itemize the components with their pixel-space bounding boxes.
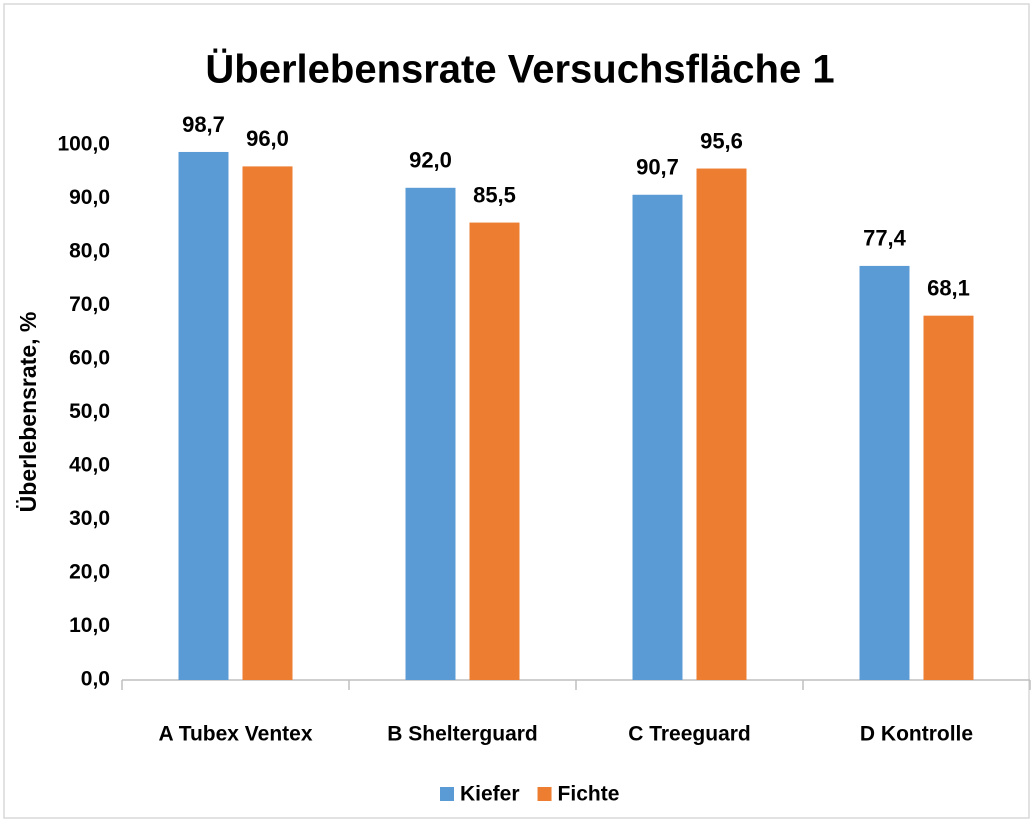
value-label: 98,7 [182, 112, 225, 137]
value-label: 85,5 [473, 182, 516, 207]
legend-swatch [537, 787, 552, 801]
y-tick-label: 90,0 [69, 186, 110, 209]
legend-label: Fichte [558, 783, 620, 806]
value-label: 92,0 [409, 148, 452, 173]
legend-swatch [440, 787, 454, 801]
bar [859, 265, 910, 680]
x-tick-label: D Kontrolle [860, 723, 973, 746]
y-tick-label: 70,0 [69, 293, 110, 316]
legend-label: Kiefer [460, 783, 520, 806]
y-tick-label: 10,0 [69, 614, 110, 637]
bar [178, 151, 229, 680]
bar [696, 168, 747, 681]
y-tick-label: 80,0 [69, 240, 110, 263]
value-label: 68,1 [927, 275, 970, 300]
chart-title: Überlebensrate Versuchsfläche 1 [205, 47, 834, 92]
y-tick-label: 60,0 [69, 347, 110, 370]
y-tick-label: 30,0 [69, 507, 110, 530]
bar [405, 187, 456, 681]
bar [632, 194, 683, 680]
y-tick-label: 40,0 [69, 454, 110, 477]
y-tick-label: 50,0 [69, 400, 110, 423]
y-axis-label: Überlebensrate, % [15, 312, 41, 513]
bar [923, 315, 974, 680]
value-label: 90,7 [636, 155, 679, 180]
value-label: 77,4 [863, 226, 907, 251]
y-tick-label: 100,0 [57, 133, 110, 156]
y-tick-label: 20,0 [69, 561, 110, 584]
bar [242, 166, 293, 680]
x-tick-label: A Tubex Ventex [158, 723, 312, 746]
y-tick-label: 0,0 [81, 668, 110, 691]
x-tick-label: B Shelterguard [387, 723, 538, 746]
bar [469, 222, 520, 680]
value-label: 95,6 [700, 128, 743, 153]
x-tick-label: C Treeguard [628, 723, 751, 746]
value-label: 96,0 [246, 126, 289, 151]
